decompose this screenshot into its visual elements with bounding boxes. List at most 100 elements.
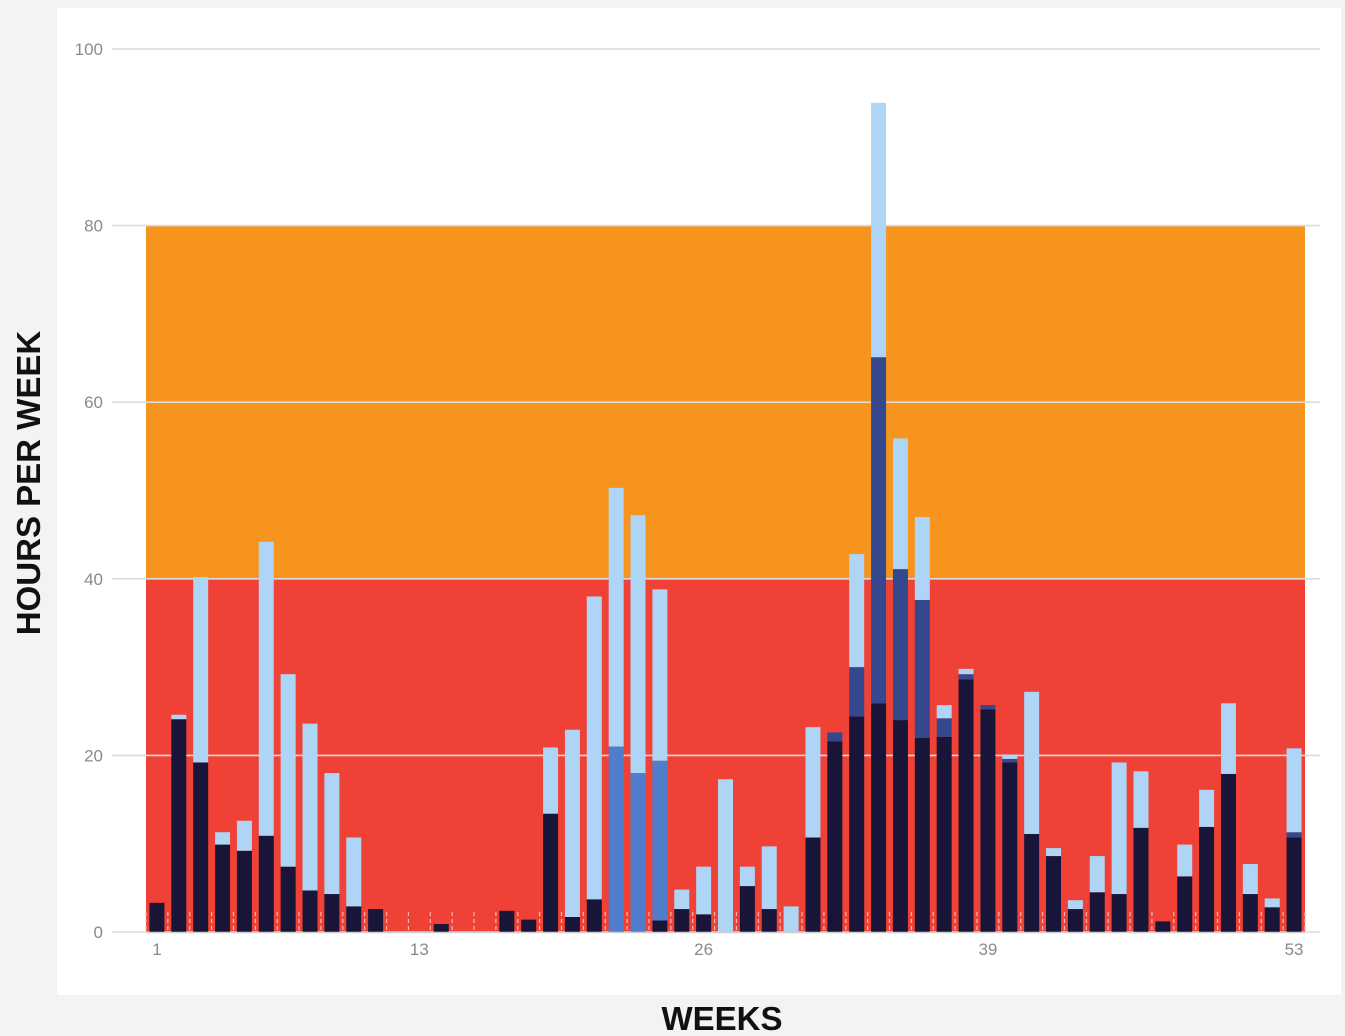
bar-week-4-dark [215,844,231,932]
bar-week-25-light [674,889,690,910]
bar-week-26-light [696,866,712,915]
x-tick-label-26: 26 [694,940,713,959]
bar-week-52-light [1264,898,1280,908]
bar-week-34-dark [871,703,887,932]
bar-week-5-dark [236,850,252,932]
bar-week-49-dark [1199,826,1215,932]
bar-week-25-dark [674,909,690,932]
bar-week-49-light [1199,789,1215,827]
x-tick-marks [145,912,1306,934]
x-axis-title: WEEKS [661,1000,782,1036]
bar-week-10-light [346,837,362,907]
bar-week-24-blue [652,760,668,921]
bar-week-17-dark [499,910,515,932]
bar-week-35-dark [892,720,908,932]
bar-week-44-dark [1089,892,1105,932]
bar-week-43-dark [1067,909,1083,932]
bar-week-6-light [258,541,274,836]
bar-week-28-light [739,866,755,887]
bar-week-50-dark [1220,773,1236,932]
bar-week-32-mid [827,732,843,742]
bar-week-53-dark [1286,837,1302,932]
bar-week-48-light [1177,844,1193,877]
bar-week-23-blue [630,773,646,932]
bar-week-20-dark [564,916,580,932]
bar-week-38-dark [958,679,974,932]
bar-week-19-dark [543,813,559,932]
bar-week-30-light [783,906,799,932]
bar-week-21-light [586,596,602,900]
bar-week-8-light [302,723,318,891]
bar-week-48-dark [1177,876,1193,932]
y-tick-labels: 0 20 40 60 80 100 [75,40,103,942]
bar-week-9-dark [324,894,340,932]
bar-week-42-dark [1046,856,1062,932]
bar-week-19-light [543,747,559,814]
bar-week-20-light [564,729,580,917]
x-tick-label-53: 53 [1285,940,1304,959]
bar-week-7-dark [280,866,296,932]
bar-week-45-light [1111,762,1127,895]
bar-week-37-light [936,705,952,719]
bar-week-29-dark [761,909,777,932]
bar-week-10-dark [346,906,362,932]
bar-week-22-light [608,487,624,747]
bar-week-41-light [1024,691,1040,834]
bar-week-8-dark [302,890,318,932]
bar-week-45-dark [1111,894,1127,932]
bar-week-35-light [892,438,908,570]
bar-week-43-light [1067,900,1083,910]
y-tick-label-40: 40 [84,570,103,589]
bar-week-44-light [1089,856,1105,893]
bar-week-38-light [958,668,974,675]
x-tick-label-13: 13 [410,940,429,959]
x-tick-label-39: 39 [978,940,997,959]
bar-week-18-dark [521,919,537,932]
bar-week-47-dark [1155,921,1171,932]
bar-week-23-light [630,515,646,774]
bar-week-53-light [1286,748,1302,833]
bar-week-33-mid [849,667,865,717]
bar-week-35-mid [892,569,908,721]
bar-week-40-dark [1002,762,1018,932]
bar-week-24-dark [652,920,668,932]
bar-week-24-light [652,589,668,761]
bar-week-46-light [1133,771,1149,828]
bar-week-51-dark [1242,894,1258,932]
bar-week-36-light [914,516,930,600]
bar-week-31-light [805,727,821,838]
y-tick-label-0: 0 [94,923,103,942]
bar-week-26-dark [696,914,712,932]
bar-week-14-dark [433,924,449,932]
bar-week-50-light [1220,703,1236,774]
bar-week-40-mid [1002,758,1018,763]
bar-week-31-dark [805,837,821,932]
bars [149,102,1302,932]
bar-week-52-dark [1264,907,1280,932]
bar-week-1-dark [149,902,165,932]
bar-week-42-light [1046,848,1062,857]
y-tick-label-60: 60 [84,393,103,412]
y-axis-title: HOURS PER WEEK [10,331,47,636]
bar-week-34-light [871,102,887,358]
x-tick-labels: 1 13 26 39 53 [152,940,1303,959]
bar-week-2-light [171,714,187,720]
bar-week-51-light [1242,864,1258,895]
y-tick-label-80: 80 [84,217,103,236]
bar-week-46-dark [1133,827,1149,932]
bar-week-33-dark [849,716,865,932]
bar-week-22-blue [608,746,624,932]
bar-week-36-dark [914,737,930,932]
bar-week-53-mid [1286,832,1302,838]
y-tick-label-20: 20 [84,746,103,765]
bar-week-39-mid [980,705,996,710]
bar-week-3-dark [193,762,209,932]
bar-week-4-light [215,832,231,845]
bar-week-37-mid [936,718,952,737]
bar-week-3-light [193,577,209,763]
bar-week-7-light [280,674,296,867]
bar-week-36-mid [914,599,930,738]
bar-week-38-mid [958,674,974,680]
bar-week-9-light [324,773,340,895]
